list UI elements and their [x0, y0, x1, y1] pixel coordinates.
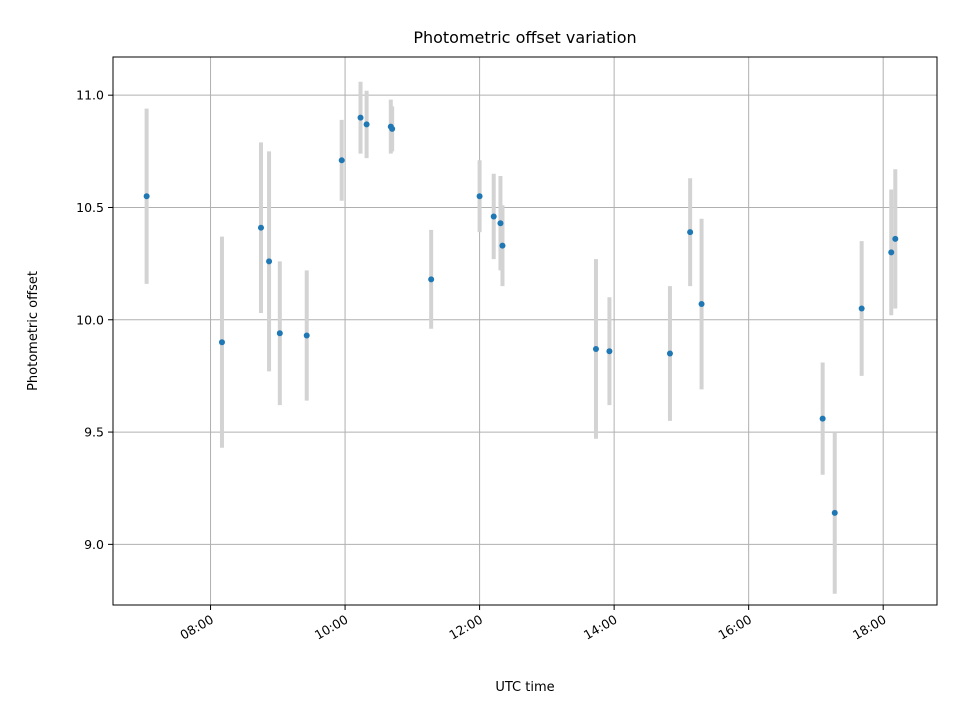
chart-title: Photometric offset variation: [413, 28, 636, 47]
y-tick-label: 9.0: [84, 537, 104, 552]
data-point: [428, 276, 435, 283]
x-axis: 08:00 10:00 12:00 14:00 16:00 18:00: [177, 605, 889, 643]
data-point: [666, 350, 673, 357]
error-bars: [144, 81, 898, 594]
x-tick-label: 14:00: [581, 612, 620, 643]
x-tick-label: 12:00: [446, 612, 485, 643]
data-point: [276, 330, 283, 337]
data-point: [266, 258, 273, 265]
data-point: [592, 345, 599, 352]
data-point: [257, 224, 264, 231]
y-axis: 9.0 9.5 10.0 10.5 11.0: [76, 88, 113, 552]
x-tick-label: 10:00: [312, 612, 351, 643]
data-point: [363, 121, 370, 128]
y-tick-label: 10.5: [76, 200, 104, 215]
y-tick-label: 10.0: [76, 312, 104, 327]
grid: [113, 57, 937, 605]
data-point: [143, 193, 150, 200]
data-point: [858, 305, 865, 312]
data-point: [888, 249, 895, 256]
data-point: [389, 125, 396, 132]
data-point: [218, 339, 225, 346]
x-tick-label: 08:00: [177, 612, 216, 643]
data-point: [497, 220, 504, 227]
x-axis-label: UTC time: [495, 680, 554, 695]
data-point: [831, 509, 838, 516]
plot-frame: [112, 56, 938, 606]
data-point: [892, 235, 899, 242]
data-point: [819, 415, 826, 422]
data-point: [490, 213, 497, 220]
data-point: [499, 242, 506, 249]
x-tick-label: 16:00: [715, 612, 754, 643]
data-point: [606, 348, 613, 355]
data-point: [338, 157, 345, 164]
y-tick-label: 11.0: [76, 88, 104, 103]
data-point: [687, 229, 694, 236]
x-tick-label: 18:00: [850, 612, 889, 643]
data-point: [357, 114, 364, 121]
data-point: [303, 332, 310, 339]
y-axis-label: Photometric offset: [26, 271, 41, 391]
data-points: [143, 114, 899, 516]
data-point: [698, 301, 705, 308]
y-tick-label: 9.5: [84, 425, 104, 440]
data-point: [476, 193, 483, 200]
